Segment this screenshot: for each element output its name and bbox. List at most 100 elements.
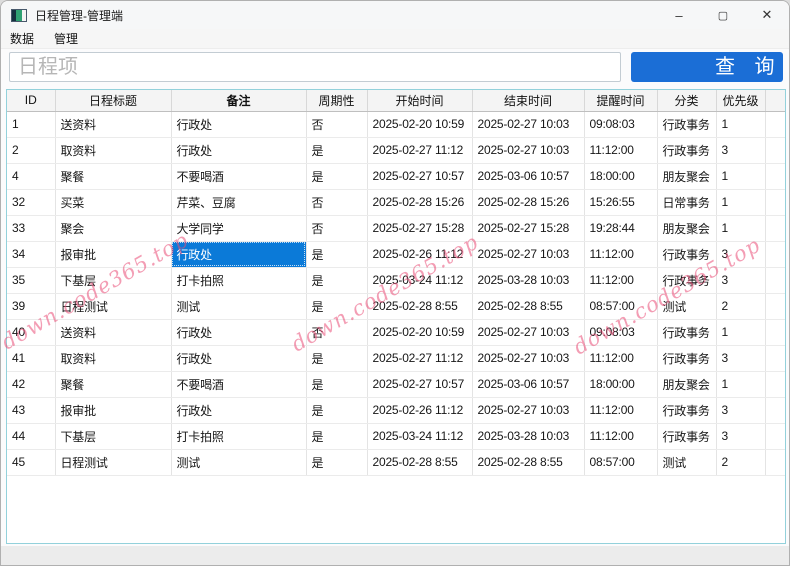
table-cell[interactable]: 行政事务: [657, 319, 717, 346]
table-cell[interactable]: 3: [716, 345, 766, 372]
table-cell[interactable]: 送资料: [55, 319, 172, 346]
table-cell[interactable]: 2025-02-20 10:59: [367, 111, 473, 138]
column-header-7[interactable]: 分类: [657, 90, 717, 112]
table-cell[interactable]: 芹菜、豆腐: [171, 189, 307, 216]
table-cell[interactable]: 3: [716, 397, 766, 424]
table-cell[interactable]: 18:00:00: [584, 163, 658, 190]
table-cell[interactable]: 行政事务: [657, 111, 717, 138]
table-cell[interactable]: 行政处: [171, 345, 307, 372]
table-cell[interactable]: 2: [716, 293, 766, 320]
column-header-8[interactable]: 优先级: [716, 90, 766, 112]
table-cell[interactable]: 08:57:00: [584, 449, 658, 476]
table-cell[interactable]: 3: [716, 241, 766, 268]
table-cell[interactable]: 日常事务: [657, 189, 717, 216]
table-cell[interactable]: 买菜: [55, 189, 172, 216]
table-cell[interactable]: 是: [306, 397, 368, 424]
table-cell[interactable]: 11:12:00: [584, 345, 658, 372]
table-cell[interactable]: 聚餐: [55, 163, 172, 190]
menu-item-manage[interactable]: 管理: [54, 32, 79, 46]
table-cell[interactable]: 取资料: [55, 137, 172, 164]
table-row[interactable]: 33 聚会 大学同学否 2025-02-27 15:28 2025-02-27 15:2…: [7, 215, 785, 242]
table-cell[interactable]: 行政处: [171, 111, 307, 138]
table-row[interactable]: 4 聚餐 不要喝酒是 2025-02-27 10:57 2025-03-06 10:57…: [7, 163, 785, 190]
table-row[interactable]: 44 下基层 打卡拍照是 2025-03-24 11:12 2025-03-28 10:…: [7, 423, 785, 450]
table-cell[interactable]: 测试: [171, 449, 307, 476]
table-cell[interactable]: 2025-03-06 10:57: [472, 371, 585, 398]
table-cell[interactable]: 2: [716, 449, 766, 476]
table-cell[interactable]: 33: [7, 215, 56, 242]
table-row[interactable]: 45 日程测试 测试是 2025-02-28 8:55 2025-02-28 8:55 0…: [7, 449, 785, 476]
column-header-1[interactable]: 日程标题: [55, 90, 172, 112]
table-cell[interactable]: 行政处: [171, 397, 307, 424]
table-cell[interactable]: 11:12:00: [584, 267, 658, 294]
table-row[interactable]: 40 送资料 行政处否 2025-02-20 10:59 2025-02-27 10:0…: [7, 319, 785, 346]
table-cell[interactable]: 2: [7, 137, 56, 164]
close-icon[interactable]: ✕: [761, 7, 773, 22]
table-cell[interactable]: 送资料: [55, 111, 172, 138]
table-cell[interactable]: 43: [7, 397, 56, 424]
table-row[interactable]: 2 取资料 行政处是 2025-02-27 11:12 2025-02-27 10:03…: [7, 137, 785, 164]
table-cell[interactable]: 朋友聚会: [657, 215, 717, 242]
table-cell[interactable]: 是: [306, 137, 368, 164]
table-cell[interactable]: 2025-02-28 8:55: [472, 293, 585, 320]
table-row[interactable]: 42 聚餐 不要喝酒是 2025-02-27 10:57 2025-03-06 10:5…: [7, 371, 785, 398]
table-cell[interactable]: 行政处: [171, 319, 307, 346]
selected-cell[interactable]: 行政处: [171, 241, 307, 268]
schedule-table[interactable]: ID 日程标题 备注 周期性 开始时间 结束时间 提醒时间 分类 优先级 1 送资料 行政处否 202…: [6, 89, 786, 544]
table-cell[interactable]: 09:08:03: [584, 111, 658, 138]
column-header-3[interactable]: 周期性: [306, 90, 368, 112]
table-cell[interactable]: 2025-02-27 11:12: [367, 345, 473, 372]
table-cell[interactable]: 下基层: [55, 267, 172, 294]
table-row[interactable]: 43 报审批 行政处是 2025-02-26 11:12 2025-02-27 10:0…: [7, 397, 785, 424]
table-cell[interactable]: 行政事务: [657, 345, 717, 372]
table-cell[interactable]: 2025-02-28 8:55: [367, 449, 473, 476]
table-cell[interactable]: 1: [7, 111, 56, 138]
table-cell[interactable]: 35: [7, 267, 56, 294]
table-cell[interactable]: 09:08:03: [584, 319, 658, 346]
table-cell[interactable]: 否: [306, 111, 368, 138]
table-cell[interactable]: 2025-02-27 10:03: [472, 241, 585, 268]
table-cell[interactable]: 32: [7, 189, 56, 216]
table-cell[interactable]: 是: [306, 449, 368, 476]
table-cell[interactable]: 39: [7, 293, 56, 320]
query-button[interactable]: 查 询: [631, 52, 783, 82]
table-cell[interactable]: 2025-02-27 15:28: [472, 215, 585, 242]
table-cell[interactable]: 3: [716, 137, 766, 164]
table-cell[interactable]: 报审批: [55, 397, 172, 424]
table-cell[interactable]: 2025-02-27 10:03: [472, 345, 585, 372]
table-cell[interactable]: 行政事务: [657, 423, 717, 450]
column-header-0[interactable]: ID: [7, 90, 56, 112]
table-cell[interactable]: 34: [7, 241, 56, 268]
table-cell[interactable]: 行政事务: [657, 267, 717, 294]
table-cell[interactable]: 不要喝酒: [171, 163, 307, 190]
column-header-4[interactable]: 开始时间: [367, 90, 473, 112]
table-row[interactable]: 34 报审批 行政处是 2025-02-26 11:12 2025-02-27 10:0…: [7, 241, 785, 268]
search-input[interactable]: [9, 52, 621, 82]
table-cell[interactable]: 朋友聚会: [657, 163, 717, 190]
table-cell[interactable]: 2025-02-27 10:03: [472, 111, 585, 138]
table-cell[interactable]: 40: [7, 319, 56, 346]
table-cell[interactable]: 2025-03-24 11:12: [367, 423, 473, 450]
table-row[interactable]: 32 买菜 芹菜、豆腐否 2025-02-28 15:26 2025-02-28 15:…: [7, 189, 785, 216]
table-cell[interactable]: 2025-02-28 15:26: [367, 189, 473, 216]
table-cell[interactable]: 下基层: [55, 423, 172, 450]
table-cell[interactable]: 行政事务: [657, 241, 717, 268]
table-cell[interactable]: 1: [716, 371, 766, 398]
table-cell[interactable]: 3: [716, 423, 766, 450]
table-cell[interactable]: 42: [7, 371, 56, 398]
table-cell[interactable]: 3: [716, 267, 766, 294]
table-cell[interactable]: 44: [7, 423, 56, 450]
column-header-5[interactable]: 结束时间: [472, 90, 585, 112]
table-cell[interactable]: 大学同学: [171, 215, 307, 242]
table-cell[interactable]: 2025-02-27 11:12: [367, 137, 473, 164]
table-cell[interactable]: 是: [306, 371, 368, 398]
table-cell[interactable]: 2025-02-20 10:59: [367, 319, 473, 346]
table-cell[interactable]: 是: [306, 267, 368, 294]
table-cell[interactable]: 15:26:55: [584, 189, 658, 216]
menu-item-data[interactable]: 数据: [10, 32, 35, 46]
table-cell[interactable]: 2025-02-27 10:03: [472, 137, 585, 164]
table-row[interactable]: 35 下基层 打卡拍照是 2025-03-24 11:12 2025-03-28 10:…: [7, 267, 785, 294]
minimize-icon[interactable]: –: [675, 7, 683, 23]
table-cell[interactable]: 测试: [171, 293, 307, 320]
maximize-icon[interactable]: ▢: [717, 9, 729, 22]
